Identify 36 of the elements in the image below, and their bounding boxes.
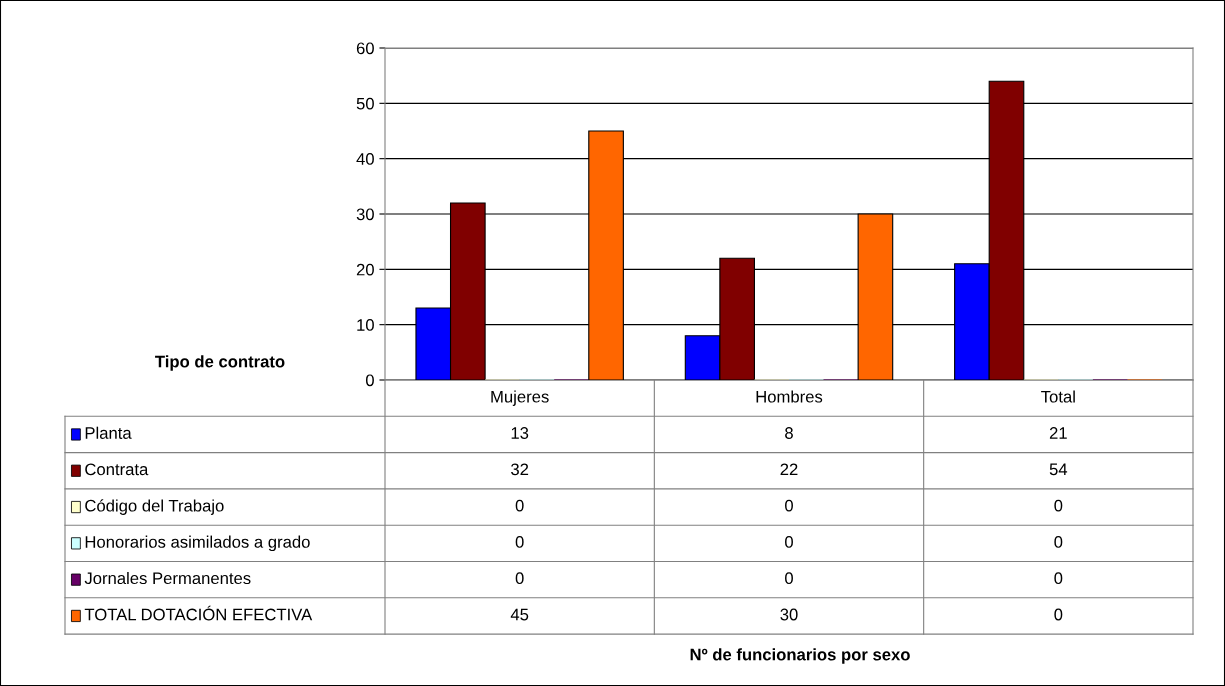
data-label: 0 — [1054, 572, 1063, 585]
data-label: 21 — [1049, 427, 1067, 439]
data-label: 54 — [1049, 463, 1068, 476]
y-tick-label: 20 — [356, 263, 374, 276]
data-label: 22 — [780, 463, 798, 476]
text: Nº de funcionarios por sexo — [690, 648, 910, 664]
y-tick-label: 0 — [365, 374, 374, 387]
data-label: 0 — [785, 572, 793, 585]
legend-label: TOTAL DOTACIÓN EFECTIVA — [84, 605, 313, 621]
legend-label: Código del Trabajo — [85, 499, 224, 515]
data-label: 0 — [1054, 499, 1063, 512]
data-label: 45 — [510, 608, 529, 621]
data-label: 30 — [780, 608, 798, 621]
legend-label: Jornales Permanentes — [84, 571, 251, 585]
y-tick-label: 60 — [356, 42, 374, 55]
data-label: 0 — [1054, 536, 1063, 548]
y-tick-label: 50 — [356, 97, 374, 110]
y-tick-label: 10 — [357, 319, 374, 331]
x-tick-label: Total — [1041, 390, 1075, 403]
data-label: 0 — [785, 499, 793, 512]
data-label: 0 — [515, 536, 524, 548]
y-tick-label: 30 — [356, 208, 374, 221]
data-label: 32 — [511, 463, 529, 476]
legend-label: Contrata — [85, 463, 149, 476]
legend-label: Honorarios asimilados a grado — [85, 535, 310, 552]
x-tick-label: Hombres — [756, 390, 823, 403]
data-label: 13 — [511, 427, 529, 439]
data-label: 0 — [515, 572, 524, 585]
data-label: 0 — [1054, 608, 1063, 621]
legend-label: Planta — [85, 426, 132, 439]
x-tick-label: Mujeres — [491, 390, 549, 406]
data-label: 0 — [515, 499, 524, 512]
y-tick-label: 40 — [356, 153, 374, 165]
y-axis-title: Tipo de contrato — [155, 355, 285, 371]
data-label: 8 — [785, 427, 793, 439]
data-label: 0 — [785, 536, 793, 548]
